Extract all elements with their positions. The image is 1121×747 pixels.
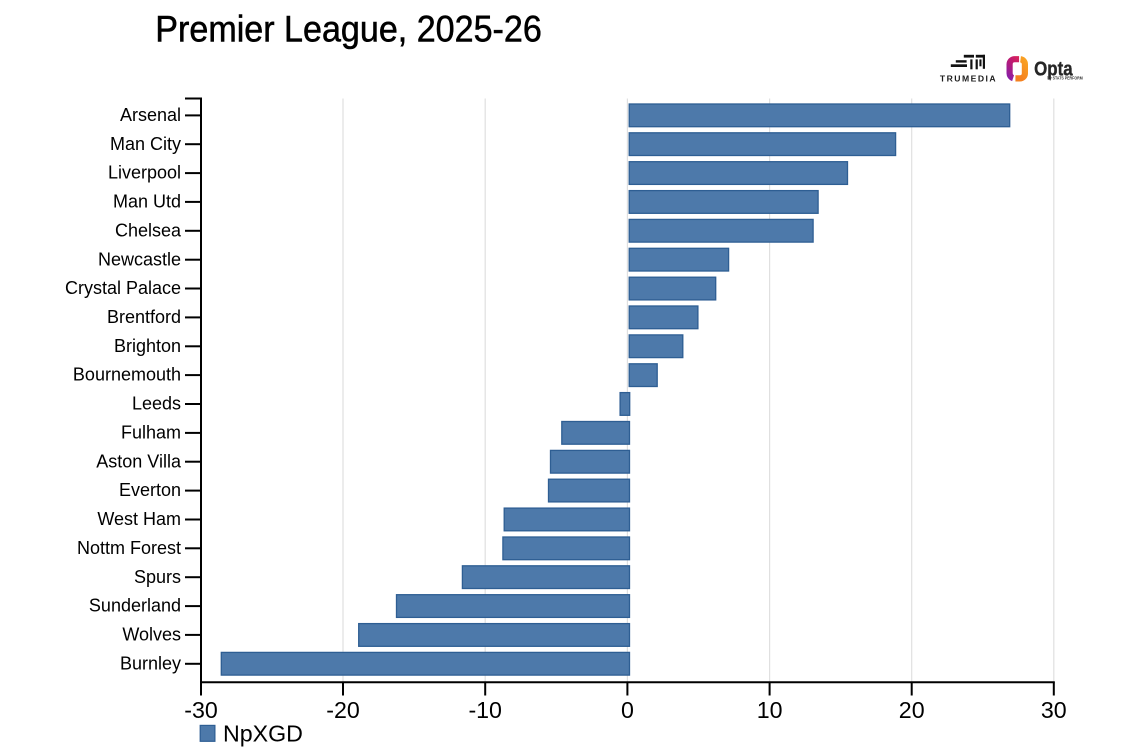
svg-text:Man Utd: Man Utd — [113, 192, 181, 212]
svg-text:Wolves: Wolves — [122, 625, 181, 645]
svg-text:NpXGD: NpXGD — [223, 720, 303, 746]
svg-text:Brentford: Brentford — [107, 307, 181, 327]
svg-text:Leeds: Leeds — [132, 394, 181, 414]
svg-text:Sunderland: Sunderland — [89, 596, 181, 616]
svg-text:Brighton: Brighton — [114, 336, 181, 356]
svg-text:-20: -20 — [326, 697, 360, 723]
svg-text:20: 20 — [899, 697, 925, 723]
svg-text:Spurs: Spurs — [134, 567, 181, 587]
svg-text:30: 30 — [1041, 697, 1067, 723]
svg-text:-30: -30 — [184, 697, 218, 723]
svg-text:Arsenal: Arsenal — [120, 105, 181, 125]
svg-text:by STATS PERFORM: by STATS PERFORM — [1047, 76, 1083, 81]
svg-text:Premier League, 2025-26: Premier League, 2025-26 — [155, 9, 542, 50]
svg-text:Nottm Forest: Nottm Forest — [77, 538, 181, 558]
svg-text:Bournemouth: Bournemouth — [73, 365, 181, 385]
svg-text:Everton: Everton — [119, 480, 181, 500]
svg-text:TRUMEDIA: TRUMEDIA — [940, 73, 997, 83]
svg-text:10: 10 — [757, 697, 783, 723]
svg-text:West Ham: West Ham — [97, 509, 181, 529]
svg-text:Chelsea: Chelsea — [115, 220, 182, 240]
svg-text:Opta: Opta — [1034, 59, 1073, 81]
svg-text:0: 0 — [621, 697, 634, 723]
svg-text:Man City: Man City — [110, 134, 181, 154]
svg-text:Aston Villa: Aston Villa — [96, 451, 182, 471]
svg-text:Fulham: Fulham — [121, 423, 181, 443]
svg-text:Burnley: Burnley — [120, 653, 181, 673]
svg-text:Liverpool: Liverpool — [108, 163, 181, 183]
svg-text:-10: -10 — [468, 697, 502, 723]
svg-text:Crystal Palace: Crystal Palace — [65, 278, 181, 298]
svg-text:Newcastle: Newcastle — [98, 249, 181, 269]
